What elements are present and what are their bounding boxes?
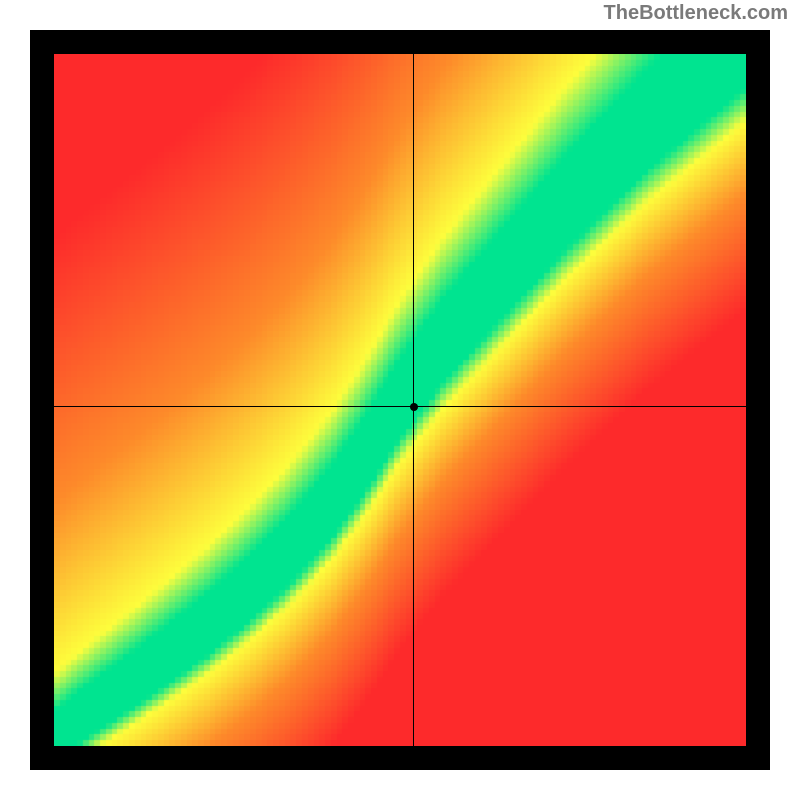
heatmap-holder bbox=[54, 54, 746, 746]
watermark-text: TheBottleneck.com bbox=[604, 2, 788, 25]
crosshair-marker bbox=[410, 403, 418, 411]
crosshair-vertical bbox=[413, 54, 414, 746]
crosshair-horizontal bbox=[54, 406, 746, 407]
bottleneck-heatmap bbox=[54, 54, 746, 746]
plot-frame bbox=[30, 30, 770, 770]
page-container: TheBottleneck.com bbox=[0, 0, 800, 800]
